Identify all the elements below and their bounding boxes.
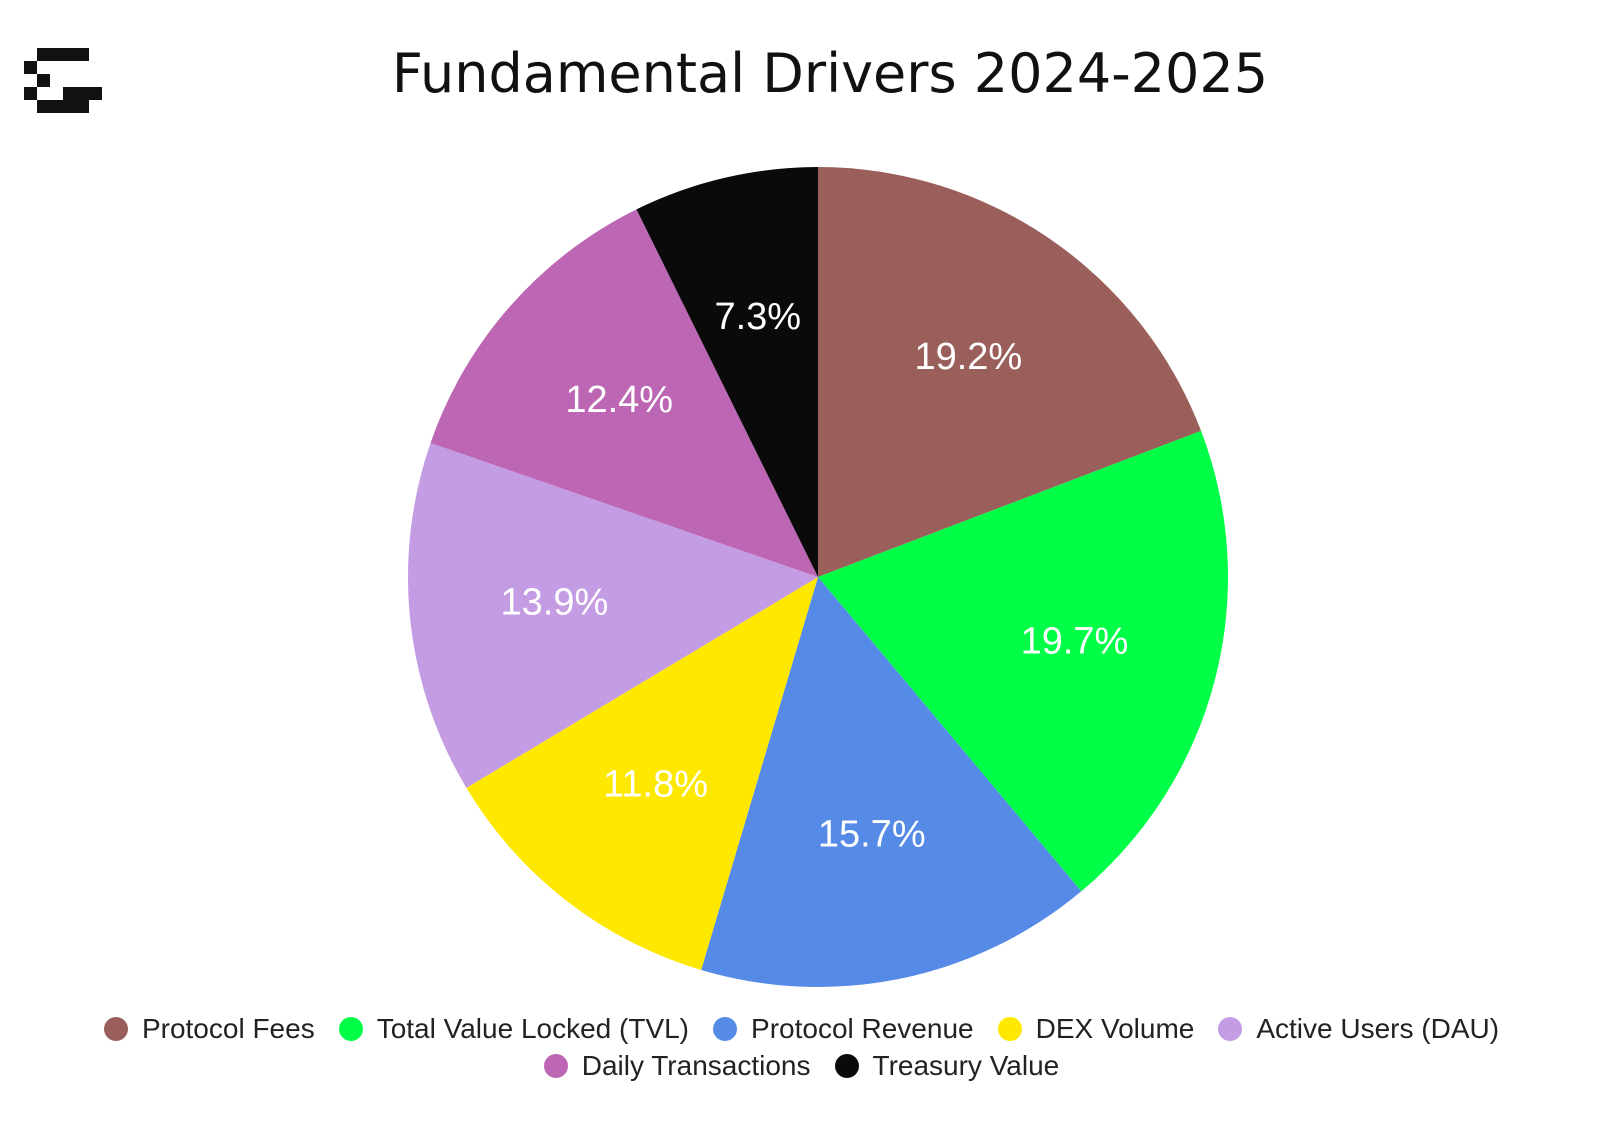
legend-item-5: Active Users (DAU) (1218, 1013, 1499, 1045)
pie-slice-6 (430, 209, 818, 577)
legend-item-6: Daily Transactions (543, 1050, 811, 1082)
pie-slice-2 (818, 430, 1228, 892)
legend-item-7: Treasury Value (834, 1050, 1060, 1082)
legend-label: Protocol Fees (141, 1013, 315, 1044)
pie-slice-3 (701, 577, 1082, 988)
slice-label-2: 19.7% (1021, 621, 1129, 663)
legend-label: Active Users (DAU) (1256, 1013, 1500, 1044)
legend-label: Total Value Locked (TVL) (376, 1013, 690, 1044)
slice-label-4: 11.8% (603, 763, 708, 805)
legend-swatch (338, 1017, 363, 1041)
legend-swatch (997, 1017, 1022, 1041)
legend-swatch (543, 1054, 568, 1078)
slice-label-7: 7.3% (714, 296, 801, 338)
legend-swatch (1218, 1017, 1243, 1041)
chart-title: Fundamental Drivers 2024-2025 (391, 42, 1269, 105)
legend-item-4: DEX Volume (997, 1013, 1195, 1045)
legend-label: DEX Volume (1035, 1013, 1195, 1044)
legend-item-3: Protocol Revenue (713, 1013, 974, 1045)
slice-label-3: 15.7% (818, 814, 926, 856)
legend-item-2: Total Value Locked (TVL) (338, 1013, 690, 1045)
pie-slice-5 (407, 442, 818, 788)
pixel-g-logo-icon (24, 48, 102, 113)
legend-swatch (713, 1017, 738, 1041)
legend-label: Daily Transactions (581, 1050, 811, 1081)
pie-slice-7 (636, 167, 818, 577)
pie-slice-4 (466, 577, 818, 970)
slice-label-5: 13.9% (501, 581, 609, 623)
slice-label-1: 19.2% (914, 336, 1022, 378)
slice-label-6: 12.4% (565, 379, 673, 421)
legend-label: Protocol Revenue (751, 1013, 974, 1044)
legend-row-2: Daily Transactions Treasury Value (0, 1050, 1603, 1082)
legend-swatch (103, 1017, 128, 1041)
pie-slice-1 (818, 167, 1202, 577)
legend-row-1: Protocol Fees Total Value Locked (TVL) Pro… (0, 1013, 1603, 1045)
legend-label: Treasury Value (872, 1050, 1060, 1081)
legend-item-1: Protocol Fees (103, 1013, 315, 1045)
legend-swatch (834, 1054, 859, 1078)
